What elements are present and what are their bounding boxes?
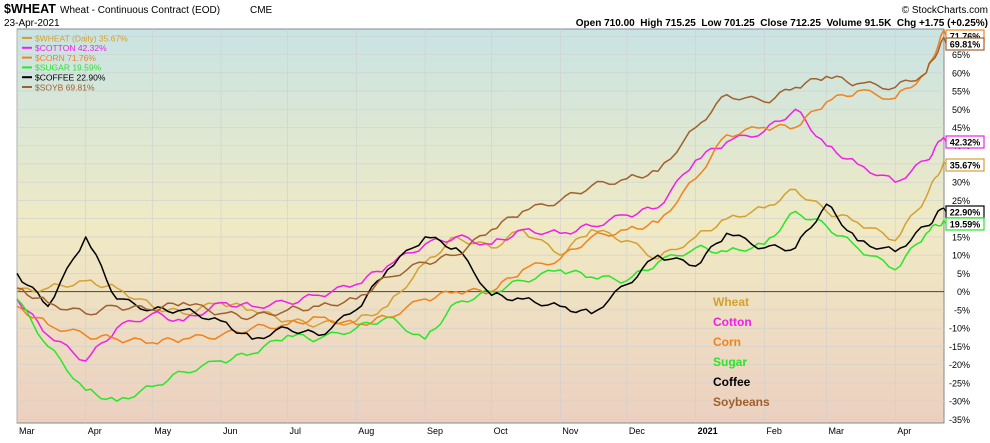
legend-entry: $COFFEE 22.90% [35, 73, 106, 83]
chart-date: 23-Apr-2021 [4, 18, 60, 29]
y-tick-label: -35% [949, 415, 970, 425]
y-tick-label: 0% [957, 287, 970, 297]
end-label-tick [943, 207, 947, 213]
y-tick-label: -30% [949, 397, 970, 407]
stockcharts-credit: © StockCharts.com [902, 5, 988, 16]
end-label-tick [943, 36, 947, 45]
x-tick-label: Nov [562, 426, 579, 436]
x-tick-label: Aug [358, 426, 374, 436]
y-tick-label: 65% [952, 50, 970, 60]
x-tick-label: Jul [290, 426, 302, 436]
end-label-text: 22.90% [950, 208, 981, 218]
y-tick-label: 30% [952, 178, 970, 188]
legend-entry: $SUGAR 19.59% [35, 63, 102, 73]
y-tick-label: -20% [949, 360, 970, 370]
end-label-text: 35.67% [950, 161, 981, 171]
y-tick-label: -10% [949, 324, 970, 334]
symbol-description: Wheat - Continuous Contract (EOD) [60, 5, 220, 16]
end-label-text: 71.76% [950, 32, 981, 42]
x-tick-label: May [154, 426, 172, 436]
x-tick-label: Sep [427, 426, 443, 436]
quote-line: Open 710.00 High 715.25 Low 701.25 Close… [576, 18, 988, 29]
y-tick-label: 10% [952, 251, 970, 261]
legend-entry: $WHEAT (Daily) 35.67% [35, 33, 128, 43]
series-name-label: Coffee [713, 375, 751, 389]
legend-entry: $SOYB 69.81% [35, 82, 95, 92]
x-tick-label: 2021 [698, 426, 718, 436]
plot-area [16, 28, 945, 424]
end-label-text: 69.81% [950, 40, 981, 50]
x-tick-label: Oct [494, 426, 509, 436]
x-tick-label: Mar [828, 426, 844, 436]
series-line-sugar [16, 210, 945, 402]
series-name-label: Cotton [713, 315, 752, 329]
series-name-label: Wheat [713, 295, 749, 309]
y-tick-label: 60% [952, 68, 970, 78]
end-labels: 71.76%69.81% 42.32% 35.67% 22.90% 19.59% [943, 29, 985, 231]
series-line-cotton [16, 108, 945, 362]
end-label-tick [943, 137, 947, 143]
series-name-label: Soybeans [713, 395, 770, 409]
end-label-text: 19.59% [950, 220, 981, 230]
y-tick-label: 50% [952, 105, 970, 115]
x-tick-label: Feb [766, 426, 782, 436]
exchange-label: CME [250, 5, 273, 16]
y-tick-label: 25% [952, 196, 970, 206]
y-tick-label: -25% [949, 378, 970, 388]
x-axis: Mar Apr May Jun Jul Aug Sep Oct Nov Dec 2021 Feb Mar… [19, 426, 911, 436]
x-tick-label: Apr [88, 426, 102, 436]
series-name-label: Corn [713, 335, 741, 349]
y-tick-label: 55% [952, 87, 970, 97]
series-group [16, 29, 945, 402]
y-tick-label: -5% [954, 305, 970, 315]
legend-entry: $CORN 71.76% [35, 53, 96, 63]
y-tick-label: 5% [957, 269, 970, 279]
symbol-title: $WHEAT [4, 2, 56, 16]
y-tick-label: -15% [949, 342, 970, 352]
end-label-tick [943, 29, 947, 37]
y-tick-label: 45% [952, 123, 970, 133]
series-line-coffee [16, 203, 945, 340]
x-tick-label: Apr [897, 426, 911, 436]
series-line-soyb [16, 36, 945, 321]
legend: $WHEAT (Daily) 35.67%$COTTON 42.32%$CORN… [22, 33, 128, 92]
y-tick-label: 15% [952, 232, 970, 242]
series-line-wheat [16, 161, 945, 328]
x-tick-label: Jun [223, 426, 238, 436]
series-name-label: Sugar [713, 355, 747, 369]
x-tick-label: Mar [19, 426, 35, 436]
series-names: Wheat Cotton Corn Sugar Coffee Soybeans [713, 295, 770, 409]
end-label-tick [943, 161, 947, 166]
legend-entry: $COTTON 42.32% [35, 43, 107, 53]
x-tick-label: Dec [629, 426, 646, 436]
end-label-text: 42.32% [950, 138, 981, 148]
end-label-tick [943, 219, 947, 225]
